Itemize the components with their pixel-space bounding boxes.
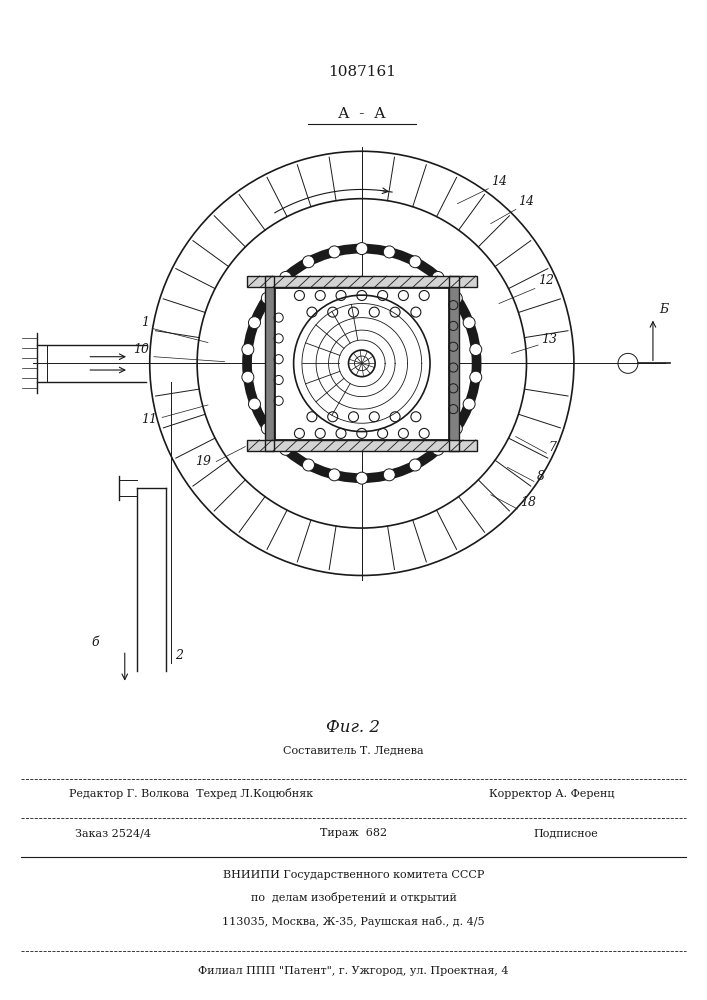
- Circle shape: [356, 243, 368, 255]
- Circle shape: [383, 246, 395, 258]
- Text: по  делам изобретений и открытий: по делам изобретений и открытий: [250, 892, 457, 903]
- Text: 113035, Москва, Ж-35, Раушская наб., д. 4/5: 113035, Москва, Ж-35, Раушская наб., д. …: [222, 916, 485, 927]
- Circle shape: [356, 472, 368, 484]
- Text: 2: 2: [175, 649, 182, 662]
- Circle shape: [303, 256, 315, 268]
- Circle shape: [248, 398, 260, 410]
- Text: ВНИИПИ Государственного комитета СССР: ВНИИПИ Государственного комитета СССР: [223, 870, 484, 880]
- Bar: [247, 440, 477, 451]
- Circle shape: [463, 398, 475, 410]
- Circle shape: [293, 295, 430, 432]
- Text: 8: 8: [537, 470, 544, 483]
- Text: 14: 14: [518, 195, 534, 208]
- Text: Б: Б: [659, 303, 668, 316]
- Circle shape: [242, 371, 254, 383]
- Text: А  -  А: А - А: [338, 107, 385, 121]
- Text: Филиал ППП "Патент", г. Ужгород, ул. Проектная, 4: Филиал ППП "Патент", г. Ужгород, ул. Про…: [198, 966, 509, 976]
- Bar: [247, 276, 477, 287]
- Circle shape: [349, 350, 375, 377]
- Text: 13: 13: [541, 333, 556, 346]
- Text: Корректор А. Ференц: Корректор А. Ференц: [489, 789, 614, 799]
- Text: Редактор Г. Волкова  Техред Л.Коцюбняк: Редактор Г. Волкова Техред Л.Коцюбняк: [69, 788, 313, 799]
- Text: Фиг. 2: Фиг. 2: [327, 720, 380, 736]
- Circle shape: [242, 344, 254, 356]
- Circle shape: [303, 459, 315, 471]
- Text: 1: 1: [141, 316, 149, 329]
- Circle shape: [383, 469, 395, 481]
- Text: 18: 18: [520, 496, 536, 509]
- Text: 12: 12: [538, 274, 554, 287]
- Circle shape: [469, 344, 481, 356]
- Circle shape: [248, 317, 260, 329]
- Circle shape: [328, 469, 340, 481]
- Circle shape: [262, 423, 274, 435]
- Text: 7: 7: [549, 441, 557, 454]
- Bar: [264, 276, 274, 451]
- Bar: [449, 276, 459, 451]
- Circle shape: [450, 423, 462, 435]
- Circle shape: [432, 271, 444, 283]
- Text: Составитель Т. Леднева: Составитель Т. Леднева: [284, 745, 423, 755]
- Circle shape: [280, 271, 292, 283]
- Text: Тираж  682: Тираж 682: [320, 828, 387, 838]
- Text: 14: 14: [491, 175, 507, 188]
- Circle shape: [450, 292, 462, 304]
- Circle shape: [432, 443, 444, 455]
- Text: б: б: [91, 636, 99, 649]
- Bar: [449, 276, 459, 451]
- Circle shape: [463, 317, 475, 329]
- Circle shape: [469, 371, 481, 383]
- Text: 1087161: 1087161: [328, 65, 396, 79]
- Bar: [274, 287, 449, 440]
- Text: Подписное: Подписное: [533, 828, 598, 838]
- Circle shape: [409, 256, 421, 268]
- Circle shape: [262, 292, 274, 304]
- Text: Заказ 2524/4: Заказ 2524/4: [75, 828, 151, 838]
- Circle shape: [280, 443, 292, 455]
- Text: 11: 11: [141, 413, 158, 426]
- Circle shape: [409, 459, 421, 471]
- Circle shape: [328, 246, 340, 258]
- Bar: [264, 276, 274, 451]
- Text: 10: 10: [133, 343, 149, 356]
- Text: 19: 19: [195, 455, 211, 468]
